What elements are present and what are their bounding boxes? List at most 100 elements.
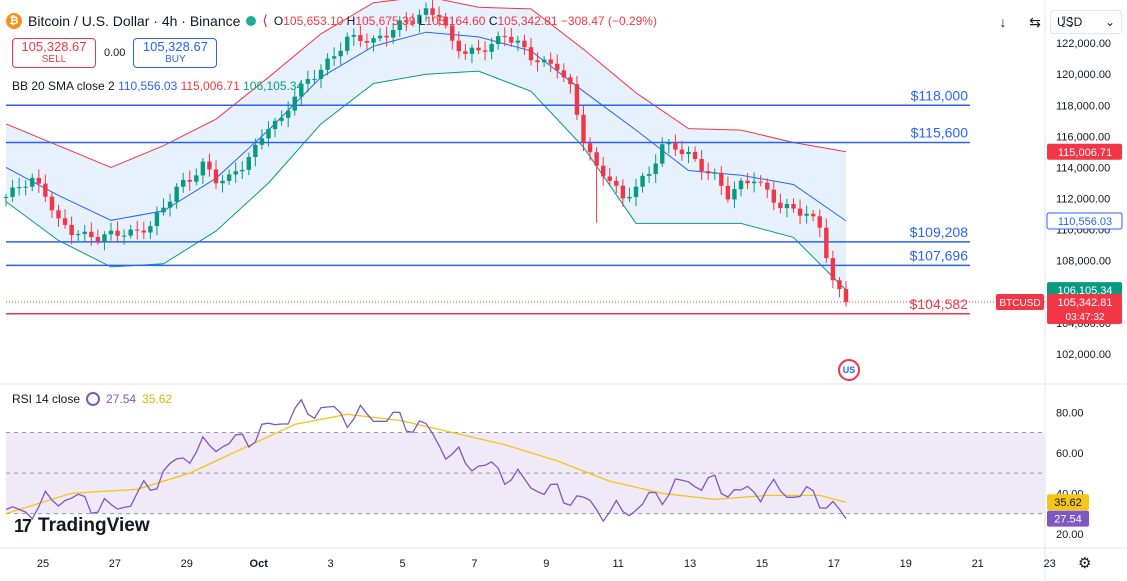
candle-body (791, 204, 796, 209)
symbol-title[interactable]: Bitcoin / U.S. Dollar · 4h · Binance (28, 12, 241, 29)
candle-body (450, 25, 455, 41)
candle-body (377, 35, 383, 39)
candle-body (830, 258, 836, 281)
candle-body (95, 237, 101, 242)
currency-select[interactable]: USD ⌄ (1050, 10, 1122, 34)
candle-body (410, 22, 416, 24)
candle-body (404, 20, 409, 23)
rsi-value-tag-bg (1047, 494, 1089, 511)
candle-body (200, 161, 206, 176)
candle-body (187, 179, 192, 182)
buy-button[interactable]: 105,328.67 BUY (133, 38, 218, 68)
candle-body (390, 30, 396, 38)
candle-body (574, 84, 580, 115)
candle-body (30, 177, 35, 187)
candle-body (620, 185, 626, 199)
candle-body (135, 229, 140, 231)
price-tick-label: 108,000.00 (1056, 256, 1111, 268)
candle-body (771, 189, 777, 203)
price-tag-value: 110,556.03 (1058, 216, 1112, 228)
gear-icon[interactable]: ⚙ (1078, 555, 1092, 572)
candle-body (705, 171, 711, 174)
time-tick-label: 15 (756, 558, 768, 570)
candle-body (16, 187, 22, 189)
candle-body (673, 142, 678, 150)
candle-body (82, 231, 87, 235)
bb-legend[interactable]: BB 20 SMA close 2 110,556.03 115,006.71 … (12, 79, 304, 93)
candle-body (686, 151, 691, 155)
candle-body (299, 83, 304, 97)
candle-body (161, 207, 166, 213)
candle-body (784, 204, 790, 209)
candle-body (285, 110, 291, 118)
price-tick-label: 112,000.00 (1056, 194, 1110, 206)
price-tick-label: 118,000.00 (1056, 100, 1110, 112)
bitcoin-logo-icon: ₿ (6, 12, 22, 29)
candle-body (463, 51, 468, 54)
candle-body (614, 180, 619, 186)
candle-body (482, 50, 488, 52)
candle-body (600, 165, 606, 177)
candle-body (423, 8, 429, 15)
time-tick-label: 3 (328, 558, 334, 570)
rsi-legend[interactable]: RSI 14 close 27.54 35.62 (12, 392, 173, 406)
economic-event-icon[interactable]: US (838, 359, 860, 381)
candle-body (561, 70, 567, 78)
time-tick-label: 5 (399, 558, 405, 570)
candle-body (646, 174, 652, 176)
candle-body (266, 129, 271, 139)
candle-body (272, 120, 278, 130)
price-tick-label: 120,000.00 (1056, 69, 1111, 81)
candle-body (666, 142, 672, 145)
candle-body (69, 224, 74, 236)
swap-icon[interactable]: ⇆ (1029, 13, 1041, 30)
rsi-settings-icon[interactable] (86, 392, 101, 406)
price-tick-label: 122,000.00 (1056, 38, 1111, 50)
candle-body (102, 234, 107, 242)
candle-body (509, 36, 514, 43)
rsi-value-tag: 35.62 (1054, 497, 1082, 509)
candle-body (476, 47, 481, 51)
candle-body (692, 151, 698, 160)
horizontal-level-label: $104,582 (910, 296, 969, 312)
rsi-line (5, 398, 847, 523)
candle-body (797, 208, 803, 216)
rsi-ma-line (5, 413, 847, 515)
sell-button[interactable]: 105,328.67 SELL (12, 38, 96, 68)
time-tick-label: 23 (1043, 558, 1055, 570)
rsi-value-tag: 27.54 (1054, 514, 1082, 526)
candle-body (43, 183, 48, 197)
spread-value: 0.00 (104, 47, 126, 59)
fullscreen-icon[interactable]: ⛶ (1062, 13, 1072, 30)
arrow-down-icon[interactable]: ↓ (999, 14, 1007, 30)
candle-body (522, 40, 527, 48)
candle-body (738, 180, 744, 190)
price-tag-bg (1047, 293, 1122, 324)
candle-body (312, 78, 317, 80)
candle-body (417, 14, 422, 24)
price-tick-label: 114,000.00 (1056, 162, 1110, 174)
candle-body (49, 196, 55, 211)
candle-body (115, 230, 120, 236)
symbol-tag-label: BTCUSD (999, 298, 1040, 309)
candle-body (23, 186, 28, 188)
time-tick-label: 17 (828, 558, 840, 570)
candle-body (351, 35, 357, 37)
rsi-tick-label: 60.00 (1056, 448, 1084, 460)
rsi-tick-label: 20.00 (1056, 529, 1084, 541)
candle-body (174, 186, 179, 202)
share-icon[interactable]: ⟨ (262, 12, 268, 28)
candle-body (226, 174, 232, 181)
candle-body (213, 169, 219, 184)
candle-body (397, 20, 402, 31)
candle-body (548, 59, 553, 64)
candle-body (699, 159, 704, 172)
time-tick-label: 19 (900, 558, 912, 570)
time-tick-label: 21 (972, 558, 984, 570)
candle-body (456, 40, 462, 52)
candle-body (824, 227, 829, 259)
candle-body (528, 47, 534, 61)
candle-body (469, 47, 475, 54)
candle-body (495, 36, 501, 45)
